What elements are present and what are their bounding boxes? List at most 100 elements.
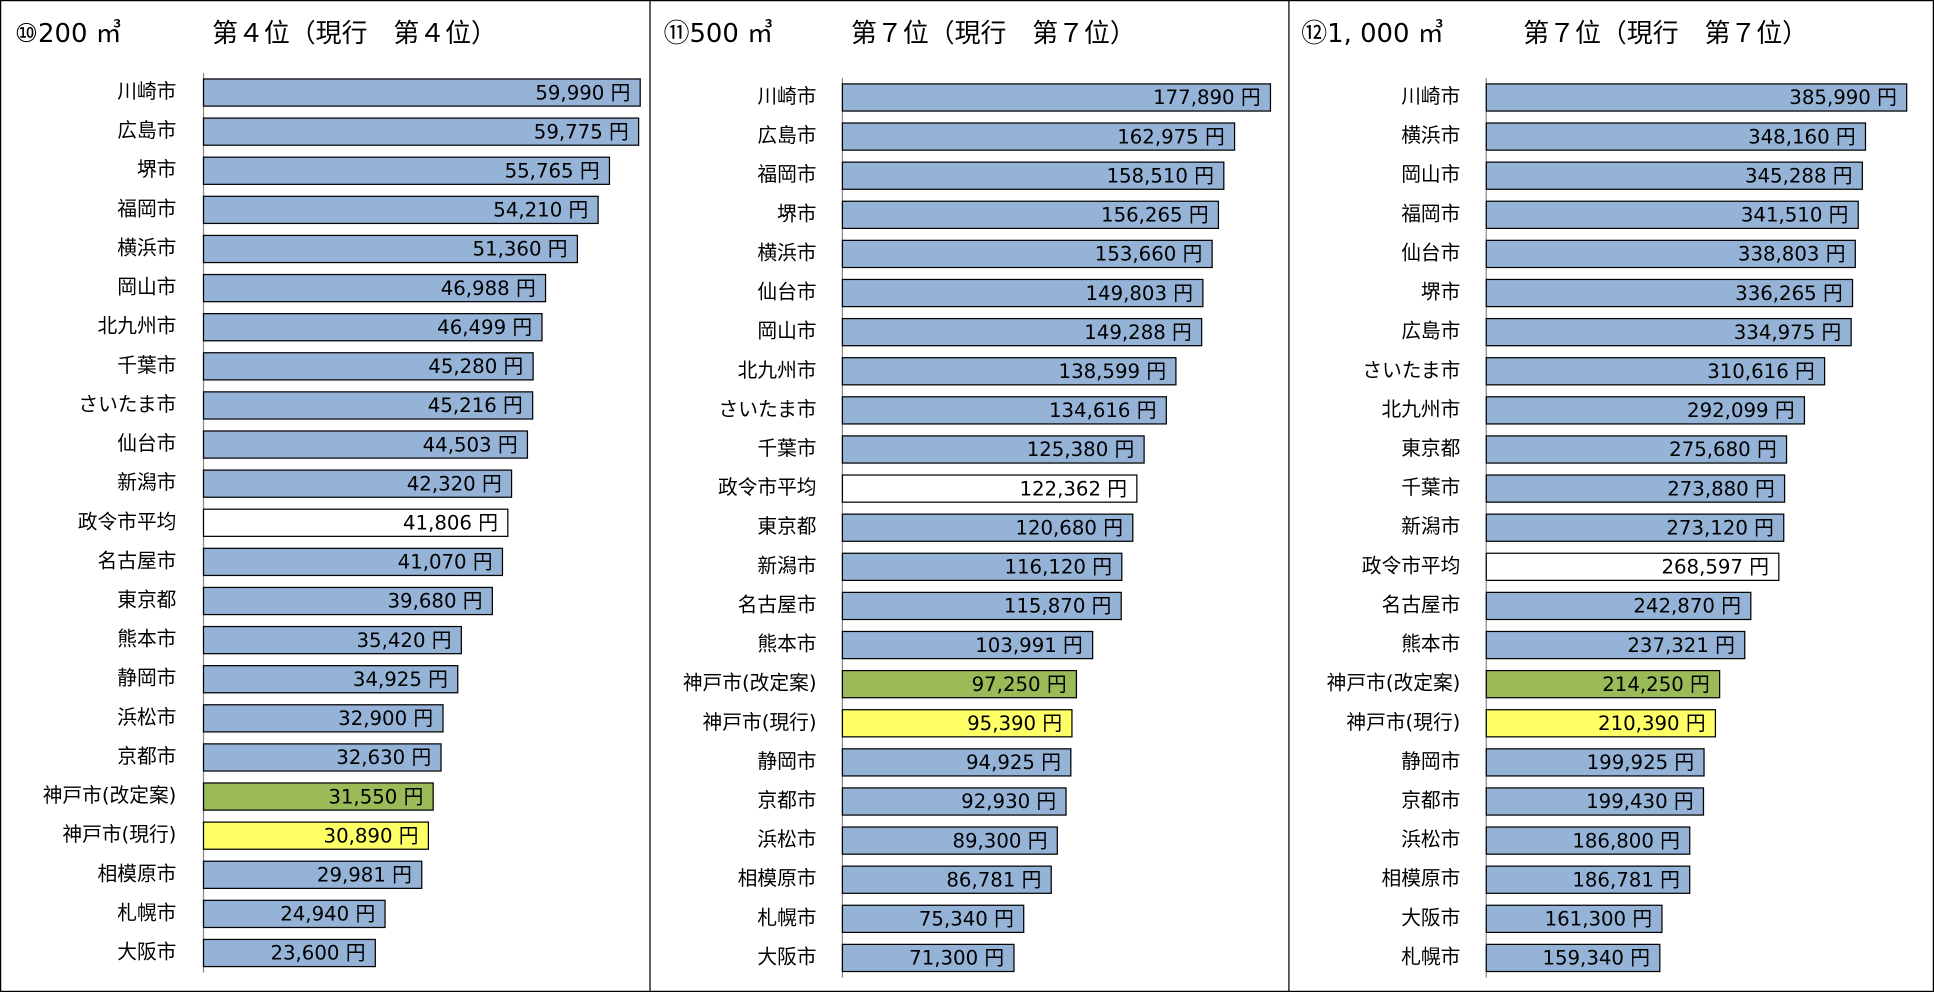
bar (1485, 787, 1705, 816)
value-label: 161,300 円 (1545, 908, 1653, 931)
value-label: 242,870 円 (1633, 595, 1741, 618)
value-label: 75,340 円 (919, 908, 1014, 931)
bar (202, 821, 429, 850)
value-label: 54,210 円 (493, 199, 588, 222)
bar (202, 313, 543, 342)
bar (1485, 709, 1717, 738)
bar (841, 122, 1236, 151)
bar (1485, 904, 1663, 934)
value-label: 186,800 円 (1572, 829, 1680, 852)
bar (202, 117, 640, 146)
value-label: 310,616 円 (1707, 360, 1815, 383)
category-label: 浜松市 (1401, 828, 1460, 851)
value-label: 42,320 円 (407, 472, 502, 495)
value-label: 210,390 円 (1598, 712, 1706, 735)
category-label: 東京都 (757, 515, 816, 538)
value-label: 156,265 円 (1101, 204, 1209, 227)
bar (202, 860, 423, 889)
category-label: 岡山市 (757, 320, 816, 343)
category-label: 静岡市 (117, 667, 176, 690)
value-label: 23,600 円 (270, 942, 365, 965)
category-label: さいたま市 (719, 398, 817, 421)
category-label: 政令市平均 (718, 476, 817, 499)
value-label: 59,990 円 (535, 81, 630, 104)
value-label: 115,870 円 (1004, 595, 1112, 618)
bar (841, 943, 1015, 973)
category-label: 名古屋市 (738, 593, 817, 616)
category-label: 札幌市 (1401, 945, 1460, 968)
value-label: 59,775 円 (534, 120, 629, 143)
category-label: 大阪市 (117, 941, 176, 964)
bar (841, 904, 1025, 934)
value-label: 345,288 円 (1745, 164, 1853, 187)
category-label: 新潟市 (757, 554, 816, 577)
value-label: 32,900 円 (338, 707, 433, 730)
bar (202, 547, 504, 577)
bar (1485, 748, 1705, 777)
bar (1485, 83, 1908, 112)
category-label: 福岡市 (757, 163, 816, 186)
category-label: 北九州市 (738, 359, 817, 382)
category-label: 福岡市 (117, 197, 176, 220)
bar (1485, 161, 1863, 190)
category-label: 北九州市 (1382, 398, 1461, 421)
value-label: 199,925 円 (1587, 751, 1695, 774)
value-label: 46,499 円 (437, 316, 532, 339)
value-label: 116,120 円 (1004, 556, 1112, 579)
category-label: 横浜市 (1401, 124, 1460, 147)
value-label: 292,099 円 (1687, 399, 1795, 422)
bar (841, 200, 1220, 229)
bar (202, 352, 534, 381)
value-label: 46,988 円 (441, 277, 536, 300)
bar (202, 156, 611, 185)
category-label: 神戸市(改定案) (1327, 672, 1461, 695)
category-label: 神戸市(改定案) (43, 784, 177, 807)
bar (1485, 435, 1788, 464)
category-label: 神戸市(現行) (62, 823, 176, 846)
value-label: 103,991 円 (975, 634, 1083, 657)
value-label: 273,880 円 (1667, 477, 1775, 500)
value-label: 31,550 円 (328, 785, 423, 808)
bar (841, 669, 1078, 699)
category-label: 政令市平均 (1362, 554, 1461, 577)
category-label: 福岡市 (1401, 202, 1460, 225)
category-label: 川崎市 (757, 85, 816, 108)
bar (1485, 122, 1867, 151)
value-label: 186,781 円 (1572, 868, 1680, 891)
value-label: 41,070 円 (398, 551, 493, 574)
chart-subtitle: 第４位（現行 第４位） (212, 19, 497, 49)
value-label: 159,340 円 (1542, 947, 1650, 970)
value-label: 268,597 円 (1661, 556, 1769, 579)
bar (1485, 630, 1746, 660)
bar (841, 865, 1052, 894)
bar (1485, 317, 1852, 347)
category-label: 堺市 (137, 158, 176, 181)
category-label: 熊本市 (117, 628, 176, 651)
value-label: 95,390 円 (967, 712, 1062, 735)
bar (202, 704, 444, 733)
bar (202, 234, 578, 264)
value-label: 45,280 円 (428, 355, 523, 378)
chart-subtitle: 第７位（現行 第７位） (1523, 19, 1808, 49)
category-label: 北九州市 (98, 315, 177, 338)
bar (1485, 396, 1806, 425)
value-label: 29,981 円 (317, 864, 412, 887)
category-label: 札幌市 (117, 901, 176, 924)
bar (202, 782, 434, 811)
category-label: 名古屋市 (98, 549, 177, 572)
bar (202, 938, 376, 968)
bar (202, 508, 509, 537)
value-label: 153,660 円 (1095, 243, 1203, 266)
category-label: 川崎市 (117, 80, 176, 103)
bar (1485, 513, 1785, 542)
category-label: 新潟市 (117, 471, 176, 494)
bar (1485, 591, 1752, 621)
value-label: 134,616 円 (1049, 399, 1157, 422)
category-label: 広島市 (757, 124, 816, 147)
bar (1485, 278, 1854, 308)
value-label: 24,940 円 (280, 903, 375, 926)
bar (841, 630, 1094, 660)
category-label: 名古屋市 (1382, 593, 1461, 616)
bar (841, 396, 1167, 425)
